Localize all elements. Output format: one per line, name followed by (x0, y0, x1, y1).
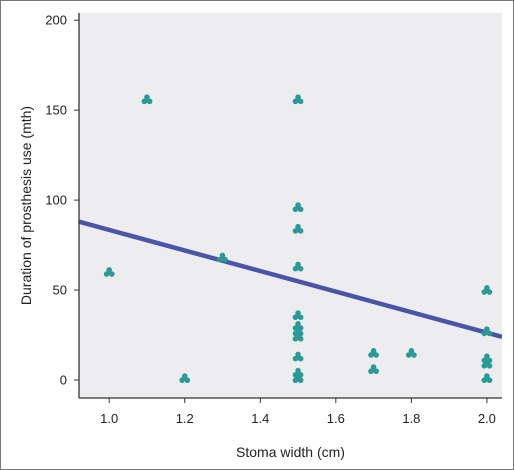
x-tick-label: 1.2 (176, 411, 194, 426)
x-tick-label: 1.8 (402, 411, 420, 426)
data-point (292, 94, 304, 105)
data-point (292, 373, 304, 384)
y-tick-label: 0 (60, 373, 67, 388)
data-point (141, 94, 153, 105)
data-point (481, 285, 493, 295)
data-point (481, 326, 493, 337)
data-point (292, 351, 304, 362)
plot-area (79, 13, 502, 398)
data-point (368, 364, 379, 375)
x-tick-label: 1.4 (251, 411, 269, 426)
data-point (217, 252, 228, 263)
regression-line (79, 219, 502, 340)
data-point (481, 358, 493, 369)
data-point (103, 267, 115, 277)
data-point (481, 373, 493, 384)
y-tick-label: 50 (53, 283, 67, 298)
data-point (368, 348, 379, 358)
fit-line-layer (79, 219, 502, 340)
data-point (292, 331, 304, 342)
y-tick-label: 100 (45, 193, 67, 208)
axes-layer: 1.0 1.2 1.4 1.6 1.8 2.0 0 50 100 150 200 (45, 13, 502, 426)
points-layer (103, 94, 493, 384)
x-tick-label: 1.0 (100, 411, 118, 426)
data-point (179, 373, 191, 384)
x-axis-title: Stoma width (cm) (236, 444, 345, 460)
data-point (405, 348, 417, 358)
x-tick-label: 1.6 (327, 411, 345, 426)
data-point (292, 310, 304, 321)
x-tick-label: 2.0 (478, 411, 496, 426)
data-point (292, 223, 304, 234)
y-tick-label: 150 (45, 103, 67, 118)
y-tick-label: 200 (45, 13, 67, 28)
data-point (292, 202, 304, 213)
y-axis-title: Duration of prosthesis use (mth) (18, 106, 34, 305)
data-point (292, 261, 304, 272)
